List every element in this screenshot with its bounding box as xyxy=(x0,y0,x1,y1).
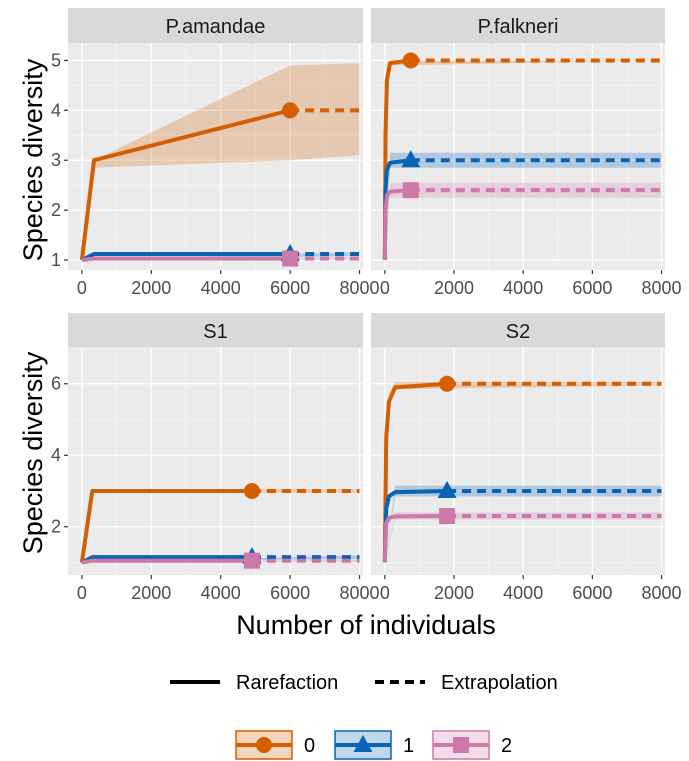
y-tick-label: 5 xyxy=(51,50,61,70)
facet-panel-p-falkneri: P.falkneri 0 2000 4000 6000 8000 xyxy=(371,8,682,298)
x-tick-label: 6000 xyxy=(270,278,310,298)
facet-strip-label: P.amandae xyxy=(166,16,266,38)
rarefaction-line-order-2 xyxy=(81,558,252,565)
panel-background xyxy=(371,43,665,270)
rarefaction-line-order-2 xyxy=(382,514,448,563)
rarefaction-line-order-2 xyxy=(382,188,411,261)
legend: Rarefaction Extrapolation 0 1 2 xyxy=(170,672,558,760)
observed-point-order-2 xyxy=(243,552,260,569)
rarefaction-line-order-2 xyxy=(81,256,291,263)
x-tick-label: 8000 xyxy=(340,278,380,298)
observed-point-order-0 xyxy=(282,102,299,119)
facet-strip xyxy=(68,313,363,348)
observed-point-order-1 xyxy=(401,150,421,168)
rarefaction-line-order-0 xyxy=(79,108,291,261)
x-tick-label: 6000 xyxy=(572,583,612,603)
legend-label-order-1: 1 xyxy=(403,735,414,757)
facet-strip xyxy=(371,313,665,348)
observed-point-order-0 xyxy=(439,375,456,392)
observed-point-order-2 xyxy=(282,250,299,267)
legend-key-order-0 xyxy=(235,730,293,760)
facet-strip-label: S2 xyxy=(506,321,530,343)
facet-panel-s1: S1 2 4 6 0 2000 4000 6000 8000 xyxy=(51,313,380,603)
x-tick-label: 0 xyxy=(380,278,390,298)
legend-key-shape xyxy=(256,737,272,753)
facet-strip-label: S1 xyxy=(203,321,227,343)
y-tick-label: 4 xyxy=(51,445,61,465)
y-axis-title: Species diversity xyxy=(18,351,48,554)
x-tick-label: 2000 xyxy=(434,583,474,603)
legend-label-rarefaction: Rarefaction xyxy=(236,672,338,694)
legend-key-order-2 xyxy=(432,730,490,760)
observed-point-order-0 xyxy=(402,52,419,69)
legend-label-order-2: 2 xyxy=(501,735,512,757)
facet-strip xyxy=(68,8,363,43)
y-tick-label: 4 xyxy=(51,100,61,120)
legend-key-shape xyxy=(353,735,373,752)
x-tick-label: 2000 xyxy=(434,278,474,298)
rarefaction-line-order-0 xyxy=(79,488,252,563)
x-tick-label: 8000 xyxy=(642,278,682,298)
facet-panel-p-amandae: P.amandae 1 2 3 4 5 0 2000 4000 6000 8000 xyxy=(51,8,380,298)
observed-point-order-1 xyxy=(437,480,457,498)
panel-data xyxy=(79,488,360,565)
x-tick-label: 4000 xyxy=(201,583,241,603)
y-tick-label: 6 xyxy=(51,374,61,394)
observed-point-order-2 xyxy=(439,508,456,525)
legend-key-shape xyxy=(453,737,469,753)
legend-label-extrapolation: Extrapolation xyxy=(441,672,558,694)
observed-point-order-0 xyxy=(243,482,260,499)
facet-strip xyxy=(371,8,665,43)
y-tick-label: 1 xyxy=(51,250,61,270)
rarefaction-line-order-0 xyxy=(382,381,448,563)
y-axis-title: Species diversity xyxy=(18,58,48,261)
observed-point-order-2 xyxy=(402,182,419,199)
x-tick-label: 4000 xyxy=(503,583,543,603)
x-tick-label: 0 xyxy=(77,583,87,603)
legend-label-order-0: 0 xyxy=(304,735,315,757)
x-tick-label: 0 xyxy=(77,278,87,298)
x-tick-label: 2000 xyxy=(131,583,171,603)
y-tick-label: 2 xyxy=(51,200,61,220)
panel-background xyxy=(68,348,363,575)
x-tick-label: 8000 xyxy=(340,583,380,603)
y-tick-label: 3 xyxy=(51,150,61,170)
panel-background xyxy=(68,43,363,270)
y-tick-label: 2 xyxy=(51,517,61,537)
x-tick-label: 0 xyxy=(380,583,390,603)
x-tick-label: 4000 xyxy=(201,278,241,298)
x-axis-title: Number of individuals xyxy=(236,610,496,640)
x-tick-label: 6000 xyxy=(572,278,612,298)
legend-key-order-1 xyxy=(334,730,392,760)
x-tick-label: 6000 xyxy=(270,583,310,603)
x-tick-label: 8000 xyxy=(642,583,682,603)
facet-panel-s2: S2 0 2000 4000 6000 8000 xyxy=(371,313,682,603)
facet-strip-label: P.falkneri xyxy=(478,16,559,38)
panel-data xyxy=(382,381,662,563)
x-tick-label: 4000 xyxy=(503,278,543,298)
x-tick-label: 2000 xyxy=(131,278,171,298)
